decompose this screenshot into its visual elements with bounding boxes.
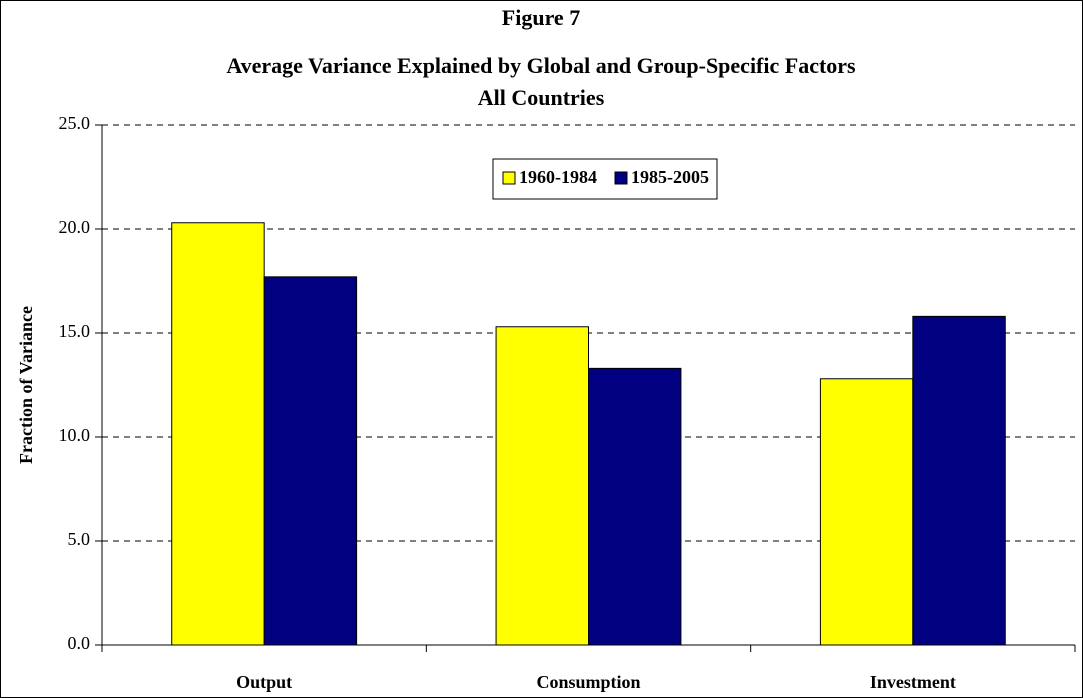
y-tick-label: 0.0 (68, 633, 91, 653)
legend-label: 1985-2005 (631, 167, 709, 187)
bar (171, 222, 265, 646)
y-axis-label: Fraction of Variance (16, 306, 36, 464)
legend-swatch (614, 171, 628, 185)
y-tick-label: 5.0 (68, 529, 91, 549)
x-tick-label: Investment (870, 672, 956, 692)
y-tick-label: 15.0 (59, 321, 91, 341)
y-tick-label: 25.0 (59, 113, 91, 133)
legend (492, 158, 718, 200)
x-tick-label: Consumption (536, 672, 640, 692)
bar (495, 326, 589, 646)
bar (588, 367, 682, 646)
x-tick-label: Output (236, 672, 292, 692)
bar (263, 276, 358, 646)
bar (912, 315, 1006, 646)
chart-subtitle: All Countries (478, 85, 605, 110)
bar (819, 378, 914, 646)
chart-title: Figure 7 (502, 5, 580, 30)
y-tick-label: 10.0 (59, 425, 91, 445)
legend-label: 1960-1984 (519, 167, 597, 187)
y-tick-label: 20.0 (59, 217, 91, 237)
chart-subtitle: Average Variance Explained by Global and… (226, 53, 856, 78)
legend-swatch (502, 171, 516, 185)
